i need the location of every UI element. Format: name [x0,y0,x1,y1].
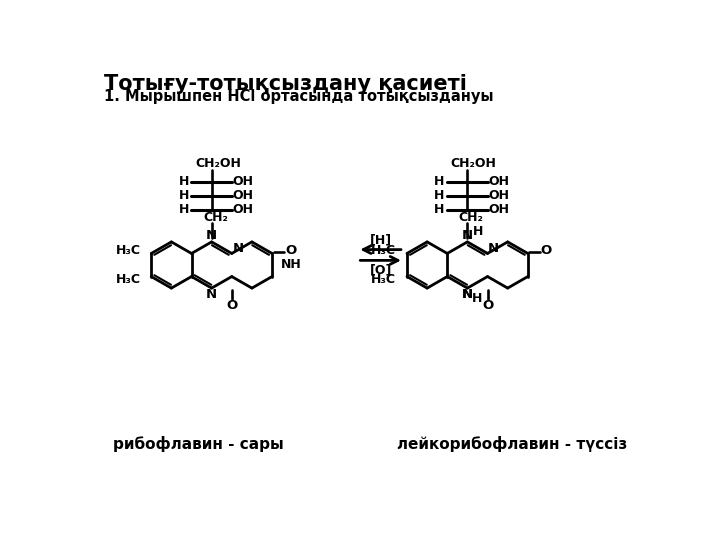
Text: CH₂: CH₂ [203,211,228,224]
Text: [O]: [O] [369,263,392,276]
Text: H: H [472,292,482,306]
Text: Тотығу-тотықсыздану қасиеті: Тотығу-тотықсыздану қасиеті [104,74,467,94]
Text: O: O [482,299,493,312]
Text: H: H [179,176,189,188]
Text: OH: OH [232,203,253,216]
Text: NH: NH [282,259,302,272]
Text: OH: OH [488,203,509,216]
Text: N: N [206,288,217,301]
Text: 1. Мырышпен HCl ортасында тотықсыздануы: 1. Мырышпен HCl ортасында тотықсыздануы [104,90,493,104]
Text: H₃C: H₃C [115,244,140,257]
Text: N: N [206,230,217,242]
Text: OH: OH [232,189,253,202]
Text: O: O [541,244,552,257]
Text: N: N [462,230,473,242]
Text: H: H [179,189,189,202]
Text: O: O [285,244,296,257]
Text: CH₂OH: CH₂OH [195,157,240,170]
Text: рибофлавин - сары: рибофлавин - сары [113,436,284,451]
Text: OH: OH [488,189,509,202]
Text: H: H [434,176,445,188]
Text: OH: OH [232,176,253,188]
Text: H₃C: H₃C [371,244,396,257]
Text: H₃C: H₃C [371,273,396,286]
Text: лейкорибофлавин - түссіз: лейкорибофлавин - түссіз [397,436,628,451]
Text: OH: OH [488,176,509,188]
Text: H: H [434,189,445,202]
Text: H₃C: H₃C [115,273,140,286]
Text: O: O [226,299,238,312]
Text: H: H [434,203,445,216]
Text: H: H [473,225,483,238]
Text: N: N [233,242,243,255]
Text: N: N [488,242,499,255]
Text: N: N [462,288,473,301]
Text: N: N [462,288,473,301]
Text: H: H [179,203,189,216]
Text: CH₂: CH₂ [459,211,484,224]
Text: [H]: [H] [369,234,392,247]
Text: CH₂OH: CH₂OH [451,157,497,170]
